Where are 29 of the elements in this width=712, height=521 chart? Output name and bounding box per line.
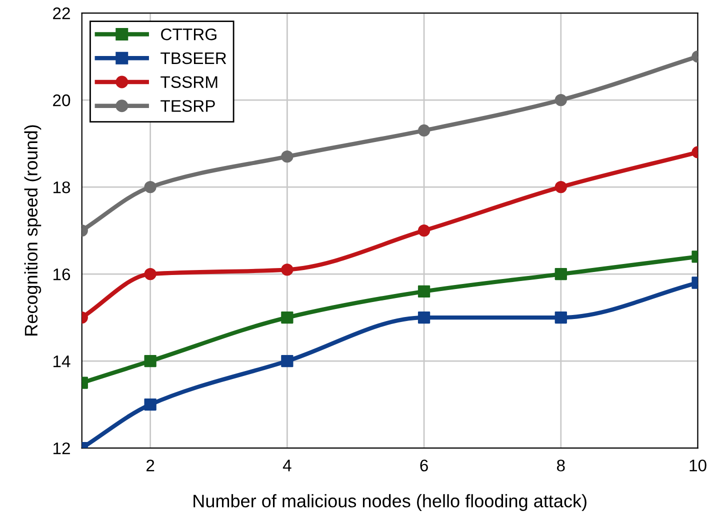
point [418,311,430,324]
y-tick-label: 12 [54,442,70,454]
y-tick-label: 16 [54,268,70,280]
point [281,311,294,324]
legend-label: CTTRG [161,28,216,40]
legend-label: TESRP [160,100,215,112]
y-tick-label: 20 [53,94,70,106]
legend-label: TSSRM [160,76,218,88]
point [144,354,156,368]
y-tick-label: 14 [54,356,70,368]
x-tick-label: 6 [420,460,428,472]
x-axis-title: Number of malicious nodes (hello flooding attack) [194,494,586,511]
legend-label: TBSEER [160,52,226,64]
point [144,180,156,194]
y-tick-label: 22 [53,7,70,20]
x-tick-label: 4 [282,460,292,472]
y-tick-label: 18 [54,181,70,194]
x-tick-label: 10 [690,460,706,472]
point [418,124,430,137]
point [418,285,430,298]
y-axis-title: Recognition speed (round) [24,125,42,336]
point [281,264,294,276]
x-tick-label: 8 [556,460,565,472]
point [281,150,294,163]
point [418,224,430,237]
point [144,268,156,280]
point [281,354,294,368]
x-tick-label: 2 [146,460,154,472]
point [144,398,156,411]
